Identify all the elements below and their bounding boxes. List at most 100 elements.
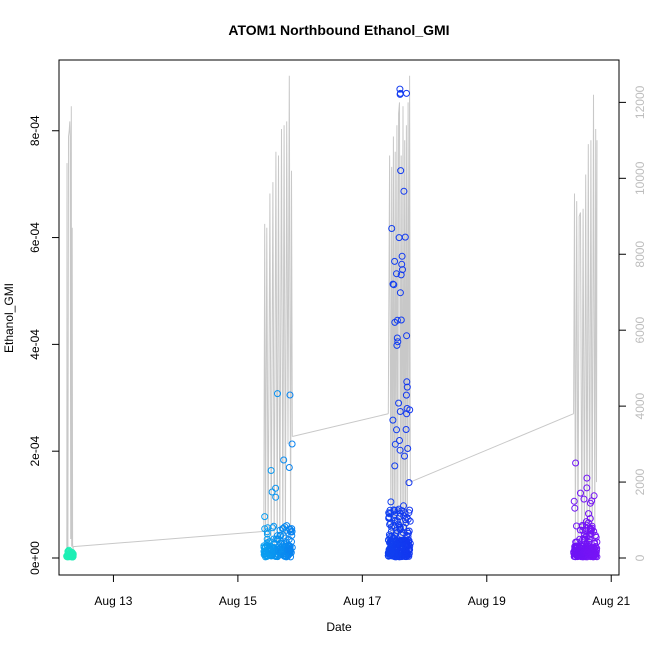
data-point <box>404 445 412 452</box>
data-point <box>392 540 400 548</box>
data-point <box>405 536 413 544</box>
x-tick-label: Aug 15 <box>219 594 257 608</box>
data-point <box>274 390 281 398</box>
data-point <box>579 526 587 534</box>
data-point <box>587 530 595 538</box>
data-point <box>403 332 411 340</box>
data-point <box>261 513 269 521</box>
data-point <box>274 536 282 543</box>
data-point <box>391 553 399 561</box>
x-tick-label: Aug 21 <box>592 594 630 608</box>
data-point <box>580 495 588 503</box>
data-point <box>580 535 588 543</box>
y-axis-label: Ethanol_GMI <box>2 283 16 353</box>
y2-tick-label: 2000 <box>633 468 647 495</box>
data-point <box>395 505 403 513</box>
data-point <box>396 289 404 297</box>
data-point <box>264 524 272 532</box>
data-point <box>405 479 413 487</box>
data-point <box>388 532 396 540</box>
data-point <box>577 489 584 497</box>
data-point <box>277 544 285 551</box>
data-point <box>404 515 412 523</box>
data-point <box>585 510 592 518</box>
secondary-line-cluster-4 <box>573 94 598 547</box>
data-point <box>401 516 409 524</box>
y2-axis: 0 2000 4000 6000 8000 10000 12000 <box>618 85 647 561</box>
data-point <box>400 187 408 195</box>
data-point <box>570 497 578 505</box>
data-point <box>393 341 401 349</box>
data-point <box>398 260 406 268</box>
data-point <box>280 456 288 464</box>
chart-title: ATOM1 Northbound Ethanol_GMI <box>228 22 449 38</box>
y2-tick-label: 6000 <box>633 317 647 344</box>
data-point <box>285 536 293 543</box>
data-point <box>388 225 396 232</box>
data-point <box>390 506 398 514</box>
data-point <box>578 542 586 550</box>
data-point <box>403 410 411 418</box>
data-point <box>391 507 398 515</box>
data-point <box>391 462 399 470</box>
data-point <box>400 502 407 510</box>
data-point <box>288 440 296 448</box>
data-point <box>396 513 403 521</box>
data-point <box>401 452 408 460</box>
data-point <box>402 391 410 399</box>
y2-tick-label: 10000 <box>633 161 647 195</box>
y-tick-label: 4e-04 <box>28 329 42 360</box>
data-point <box>401 553 409 560</box>
data-point <box>397 167 405 175</box>
secondary-connector-line <box>73 530 264 548</box>
data-point <box>396 446 404 454</box>
data-point <box>281 552 289 560</box>
data-point <box>391 440 399 448</box>
data-point <box>389 280 397 288</box>
data-point <box>587 525 595 533</box>
data-point <box>402 426 410 433</box>
data-point <box>586 546 594 554</box>
data-point <box>578 522 586 529</box>
data-point <box>403 528 411 535</box>
data-point <box>396 90 404 98</box>
data-point <box>396 408 404 415</box>
data-point <box>66 552 74 560</box>
y-tick-label: 0e+00 <box>28 541 42 575</box>
data-point <box>404 539 411 547</box>
data-point <box>394 338 402 346</box>
primary-series-points <box>63 85 601 561</box>
data-point <box>393 334 401 342</box>
data-point <box>403 405 411 412</box>
data-point <box>263 528 271 536</box>
data-point <box>395 234 403 242</box>
data-point <box>583 474 591 482</box>
data-point <box>574 552 582 560</box>
data-point <box>389 416 397 424</box>
y-tick-label: 6e-04 <box>28 222 42 253</box>
data-point <box>272 493 280 501</box>
x-axis: Aug 13 Aug 15 Aug 17 Aug 19 Aug 21 <box>94 574 631 608</box>
data-point <box>287 547 294 555</box>
secondary-line-cluster-2 <box>263 75 293 547</box>
data-point <box>286 391 294 399</box>
data-point <box>279 525 286 533</box>
data-point <box>399 539 407 547</box>
data-point <box>285 464 293 471</box>
data-point <box>402 519 410 527</box>
y2-tick-label: 12000 <box>633 85 647 119</box>
y2-tick-label: 0 <box>633 554 647 561</box>
data-point <box>393 426 400 434</box>
data-point <box>582 518 590 526</box>
data-point <box>574 542 582 550</box>
secondary-connector-line <box>292 413 389 437</box>
data-point <box>287 528 294 536</box>
data-point <box>582 542 590 550</box>
data-point <box>583 484 591 492</box>
data-point <box>386 539 393 547</box>
secondary-series-lines <box>66 75 598 559</box>
data-point <box>390 281 398 289</box>
data-point <box>396 437 403 444</box>
